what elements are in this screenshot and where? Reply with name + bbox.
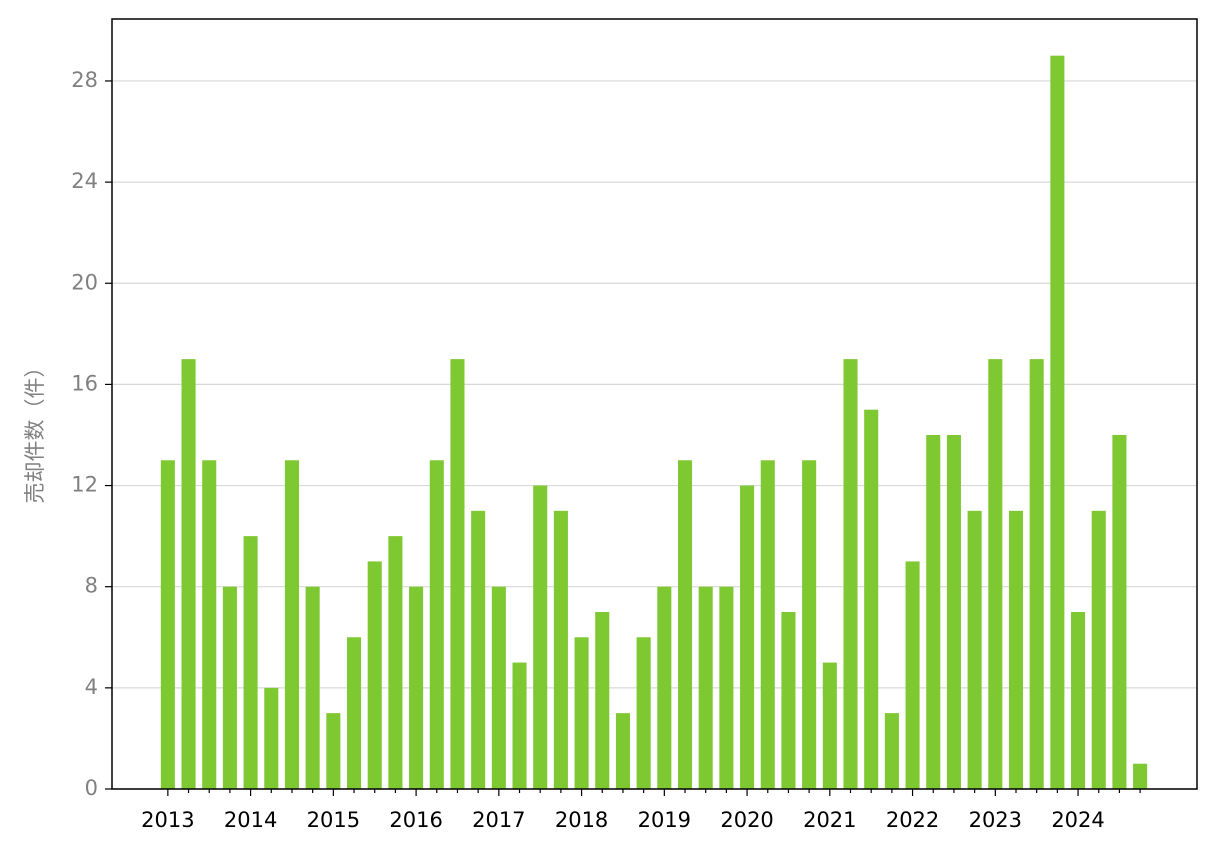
bar [450, 359, 465, 789]
y-tick-label: 20 [71, 270, 98, 294]
bar [471, 510, 486, 789]
bar [802, 460, 817, 789]
y-tick-label: 12 [71, 473, 98, 497]
bar [367, 561, 382, 789]
bar [409, 586, 424, 789]
bar [864, 409, 879, 789]
bar [512, 662, 527, 789]
bar [326, 713, 341, 789]
bar [1050, 55, 1065, 789]
bar [429, 460, 444, 789]
y-axis-label: 売却件数（件） [23, 357, 47, 504]
bar [822, 662, 837, 789]
x-tick-label: 2021 [803, 808, 856, 832]
bar [1008, 510, 1024, 789]
x-tick-label: 2015 [307, 808, 360, 832]
bar [160, 460, 175, 789]
bar [740, 485, 755, 789]
bar [926, 434, 941, 789]
bar [946, 434, 961, 789]
bar [305, 586, 320, 789]
y-tick-label: 24 [71, 169, 98, 193]
y-tick-label: 8 [85, 574, 98, 598]
bar [698, 586, 713, 789]
bar [1071, 611, 1086, 789]
bar [202, 460, 217, 789]
bar [595, 611, 610, 789]
bar [615, 713, 630, 789]
bar [264, 687, 279, 789]
bar [1133, 763, 1148, 789]
x-tick-label: 2016 [389, 808, 442, 832]
bar [553, 510, 568, 789]
bar [677, 460, 693, 789]
bar [657, 586, 672, 789]
x-tick-label: 2023 [969, 808, 1022, 832]
bar [388, 536, 403, 789]
bar [636, 637, 651, 789]
bar [1091, 510, 1106, 789]
bar [760, 460, 775, 789]
bar [181, 359, 196, 789]
y-tick-label: 16 [71, 371, 98, 395]
bar [967, 510, 982, 789]
x-tick-label: 2022 [886, 808, 939, 832]
y-tick-label: 4 [85, 675, 98, 699]
bar [988, 359, 1003, 789]
plot-frame [111, 18, 1198, 790]
bar [222, 586, 237, 789]
bar [284, 460, 300, 789]
y-tick-label: 28 [71, 68, 98, 92]
bar [781, 611, 796, 789]
bar [1112, 434, 1127, 789]
bar [491, 586, 506, 789]
x-tick-label: 2017 [472, 808, 525, 832]
y-tick-label: 0 [85, 776, 98, 800]
bar [719, 586, 734, 789]
bar [843, 359, 858, 789]
bar [243, 536, 258, 789]
bar [884, 713, 899, 789]
bar [533, 485, 548, 789]
x-tick-label: 2019 [638, 808, 691, 832]
bar [1029, 359, 1044, 789]
x-tick-label: 2020 [720, 808, 773, 832]
bar [346, 637, 362, 789]
bar [905, 561, 920, 789]
x-tick-label: 2018 [555, 808, 608, 832]
x-tick-label: 2014 [224, 808, 277, 832]
x-tick-label: 2013 [141, 808, 194, 832]
x-tick-label: 2024 [1051, 808, 1104, 832]
bar [574, 637, 589, 789]
